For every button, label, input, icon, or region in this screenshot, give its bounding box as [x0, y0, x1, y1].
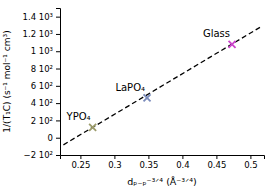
tick-mark [148, 155, 149, 159]
tick-label: 0.4 [176, 160, 190, 170]
tick-label: −2 10² [24, 150, 53, 160]
tick: 4 10² [31, 98, 60, 108]
tick-mark [56, 103, 60, 104]
tick: 0.5 [244, 155, 258, 170]
tick: 0.45 [207, 155, 226, 170]
tick: 8 10² [31, 64, 60, 74]
tick-label: 0.45 [207, 160, 226, 170]
tick-mark [56, 155, 60, 156]
tick-mark [56, 69, 60, 70]
tick: 6 10² [31, 81, 60, 91]
tick-label: 1.2 10³ [23, 29, 53, 39]
tick-label: 0.35 [139, 160, 158, 170]
tick-label: 6 10² [31, 81, 53, 91]
marks [63, 27, 260, 145]
tick-mark [56, 34, 60, 35]
chart: 0.25 0.3 0.35 0.4 0.45 0.5 −2 10² 0 2 10² 4 10² 6 … [0, 0, 276, 189]
tick-label: 0.3 [108, 160, 122, 170]
annotation: YPO₄ [66, 111, 91, 122]
tick-mark [56, 51, 60, 52]
tick: 1 10³ [31, 46, 60, 56]
tick-label: 1 10³ [31, 46, 53, 56]
tick-label: 0.5 [244, 160, 258, 170]
tick-label: 1.4 10³ [23, 12, 53, 22]
tick-mark [56, 86, 60, 87]
tick: 0.25 [71, 155, 90, 170]
tick: 1.2 10³ [23, 29, 60, 39]
tick-mark [56, 138, 60, 139]
tick-label: 0.25 [71, 160, 90, 170]
plot: 0.25 0.3 0.35 0.4 0.45 0.5 −2 10² 0 2 10² 4 10² 6 … [23, 9, 265, 171]
tick: 0.35 [139, 155, 158, 170]
tick-mark [80, 155, 81, 159]
annotation: LaPO₄ [115, 82, 145, 93]
y-axis: −2 10² 0 2 10² 4 10² 6 10² 8 10² 1 10³ 1.2 10³ 1… [23, 9, 61, 161]
tick-mark [56, 17, 60, 18]
axis-line [56, 9, 61, 156]
y-axis-title: 1/(T₁C) (s⁻¹ mol⁻¹ cm³) [2, 30, 12, 132]
tick: 1.4 10³ [23, 12, 60, 22]
fit-line [63, 27, 260, 145]
tick-label: 0 [48, 133, 53, 143]
tick-mark [114, 155, 115, 159]
point [89, 124, 96, 131]
tick: 0.3 [108, 155, 122, 170]
point [144, 94, 151, 101]
tick-mark [216, 155, 217, 159]
tick-mark [56, 120, 60, 121]
tick: 0.4 [176, 155, 190, 170]
point [229, 41, 236, 48]
x-axis-title: dₚ₋ₚ⁻³ᐟ⁴ (Å⁻³ᐟ⁴) [127, 176, 196, 187]
tick: −2 10² [24, 150, 60, 160]
annotation: Glass [203, 28, 230, 39]
x-axis: 0.25 0.3 0.35 0.4 0.45 0.5 [61, 155, 265, 170]
tick: 0 [48, 133, 60, 143]
tick-mark [250, 155, 251, 159]
axis-line [61, 156, 265, 160]
tick-mark [182, 155, 183, 159]
tick-label: 8 10² [31, 64, 53, 74]
tick-label: 4 10² [31, 98, 53, 108]
tick: 2 10² [31, 116, 60, 126]
tick-label: 2 10² [31, 116, 53, 126]
